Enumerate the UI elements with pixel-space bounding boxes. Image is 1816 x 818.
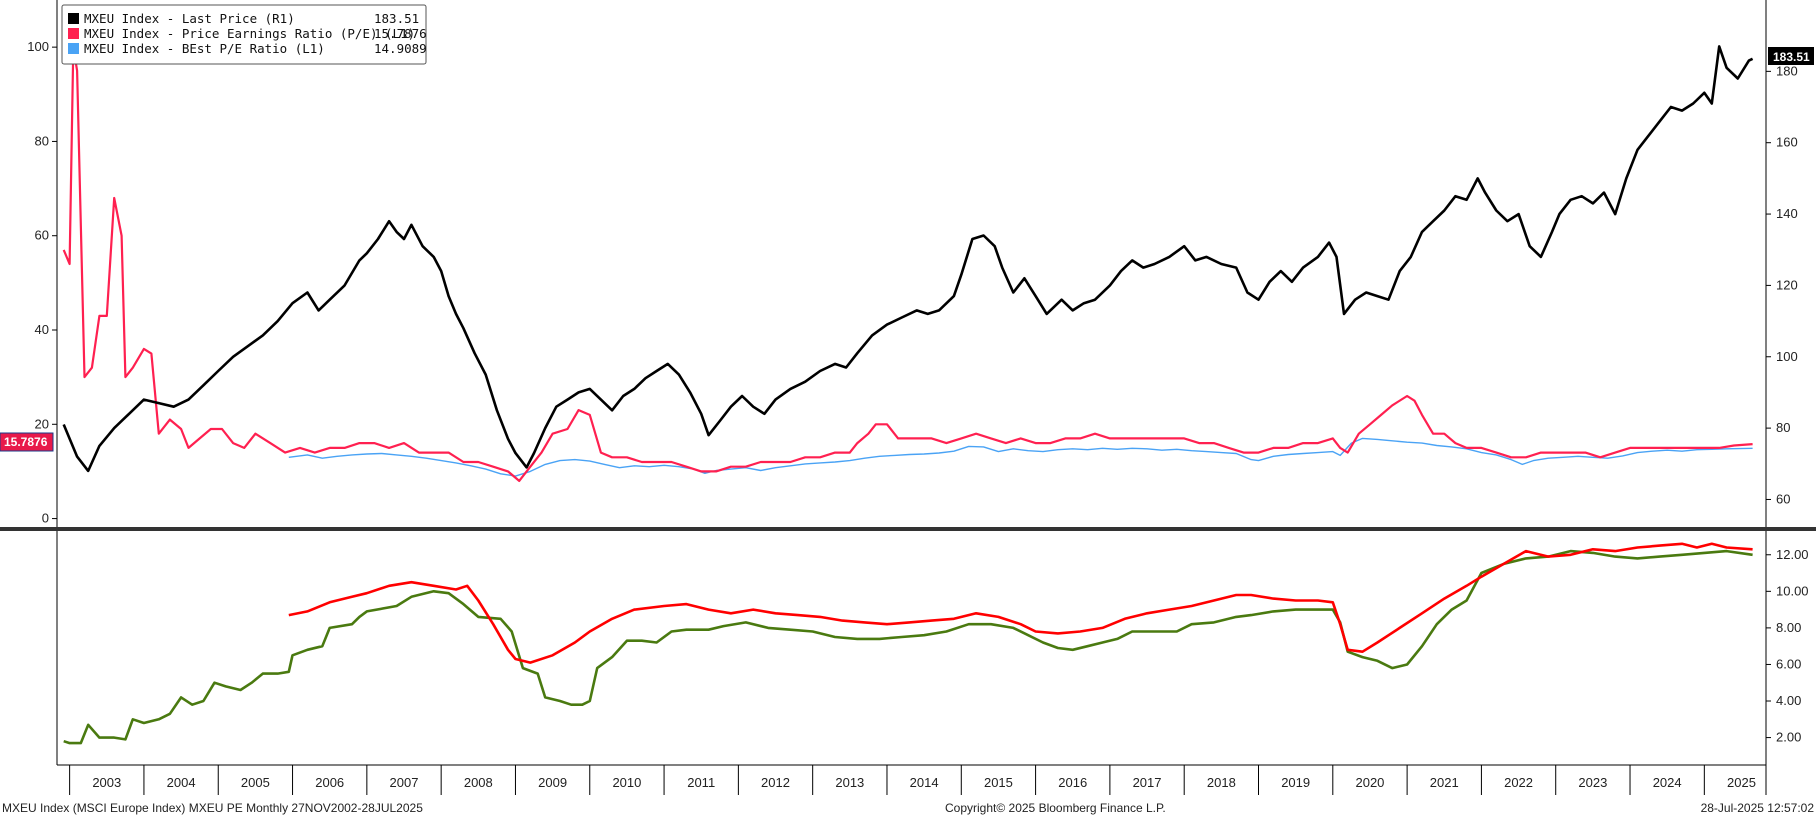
- left-tag-text: 15.7876: [4, 435, 48, 449]
- x-tick-label: 2017: [1133, 775, 1162, 790]
- x-tick-label: 2008: [464, 775, 493, 790]
- series-line-bottom-red: [288, 542, 1753, 664]
- x-tick-label: 2018: [1207, 775, 1236, 790]
- legend-label-best-pe: MXEU Index - BEst P/E Ratio (L1): [84, 41, 325, 56]
- bottom-right-axis-ticks: 2.00 4.00 6.00 8.00 10.00 12.00: [1766, 547, 1809, 745]
- x-tick-label: 2020: [1355, 775, 1384, 790]
- left-tick-label: 100: [27, 39, 49, 54]
- x-tick-label: 2007: [390, 775, 419, 790]
- x-tick-label: 2022: [1504, 775, 1533, 790]
- x-axis-ticks: 2003 2004 2005 2006 2007 2008 2009 2010 2011 2012…: [69, 765, 1767, 795]
- bottom-tick-label: 8.00: [1776, 620, 1801, 635]
- legend-value-price: 183.51: [374, 11, 419, 26]
- left-last-value-tag: 15.7876: [0, 432, 54, 452]
- left-tick-label: 40: [35, 322, 49, 337]
- bottom-panel-series: [63, 542, 1753, 745]
- series-line-bottom-green: [63, 549, 1753, 745]
- top-panel-series: [62, 45, 1754, 482]
- bottom-tick-label: 10.00: [1776, 583, 1809, 598]
- x-tick-label: 2023: [1578, 775, 1607, 790]
- legend-box: [61, 4, 427, 65]
- x-tick-label: 2006: [315, 775, 344, 790]
- left-tick-label: 20: [35, 416, 49, 431]
- right-tick-label: 60: [1776, 491, 1790, 506]
- footer-left: MXEU Index (MSCI Europe Index) MXEU PE M…: [2, 801, 423, 815]
- x-tick-label: 2011: [687, 775, 715, 790]
- series-line-price: [62, 45, 1754, 473]
- top-left-axis-ticks: 0 20 40 60 80 100: [27, 39, 57, 526]
- series-line-best-pe: [288, 437, 1753, 477]
- panel-frames: [0, 0, 1816, 766]
- right-tick-label: 180: [1776, 63, 1798, 78]
- legend-swatch-pe: [68, 28, 79, 39]
- left-tick-label: 0: [42, 511, 49, 526]
- x-tick-label: 2019: [1281, 775, 1310, 790]
- top-right-axis-ticks: 60 80 100 120 140 160 180: [1766, 63, 1798, 506]
- bottom-tick-label: 2.00: [1776, 730, 1801, 745]
- right-last-value-tag: 183.51: [1768, 47, 1814, 65]
- right-tick-label: 160: [1776, 135, 1798, 150]
- x-tick-label: 2014: [910, 775, 939, 790]
- x-tick-label: 2021: [1430, 775, 1459, 790]
- left-tag-box: [0, 432, 54, 452]
- series-line-pe: [62, 46, 1753, 482]
- legend-label-price: MXEU Index - Last Price (R1): [84, 11, 295, 26]
- legend-value-pe: 15.7876: [374, 26, 427, 41]
- x-tick-label: 2024: [1653, 775, 1682, 790]
- legend-swatch-price: [68, 13, 79, 24]
- right-tick-label: 120: [1776, 277, 1798, 292]
- footer-right: 28-Jul-2025 12:57:02: [1701, 801, 1815, 815]
- x-tick-label: 2012: [761, 775, 790, 790]
- x-tick-label: 2013: [835, 775, 864, 790]
- right-tag-box: [1768, 47, 1814, 65]
- footer-center: Copyright© 2025 Bloomberg Finance L.P.: [945, 801, 1166, 815]
- x-tick-label: 2025: [1727, 775, 1756, 790]
- x-tick-label: 2010: [612, 775, 641, 790]
- right-tick-label: 100: [1776, 349, 1798, 364]
- x-tick-label: 2015: [984, 775, 1013, 790]
- left-tick-label: 60: [35, 228, 49, 243]
- legend-label-pe: MXEU Index - Price Earnings Ratio (P/E) …: [84, 26, 415, 41]
- right-tick-label: 80: [1776, 420, 1790, 435]
- bottom-tick-label: 12.00: [1776, 547, 1809, 562]
- x-tick-label: 2003: [92, 775, 121, 790]
- bottom-tick-label: 6.00: [1776, 656, 1801, 671]
- x-tick-label: 2004: [167, 775, 196, 790]
- right-tick-label: 140: [1776, 206, 1798, 221]
- x-tick-label: 2009: [538, 775, 567, 790]
- x-tick-label: 2016: [1058, 775, 1087, 790]
- left-tick-label: 80: [35, 133, 49, 148]
- legend-value-best-pe: 14.9089: [374, 41, 427, 56]
- legend[interactable]: MXEU Index - Last Price (R1) 183.51 MXEU…: [61, 4, 427, 65]
- x-tick-label: 2005: [241, 775, 270, 790]
- legend-swatch-best-pe: [68, 43, 79, 54]
- bottom-tick-label: 4.00: [1776, 693, 1801, 708]
- right-tag-text: 183.51: [1773, 50, 1810, 64]
